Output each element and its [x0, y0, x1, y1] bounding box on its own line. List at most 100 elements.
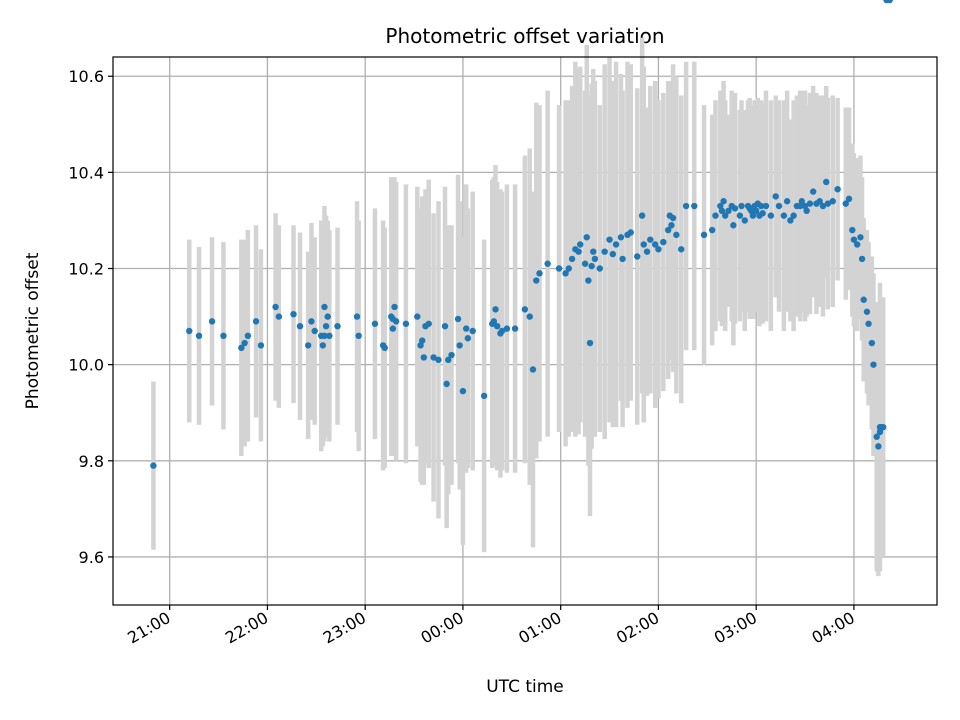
data-point — [730, 222, 737, 229]
data-point — [448, 351, 455, 359]
data-point — [850, 236, 858, 243]
y-tick-label: 10.0 — [68, 356, 104, 375]
data-point — [150, 462, 157, 469]
data-point — [638, 212, 646, 219]
data-point — [591, 255, 599, 263]
data-point — [829, 198, 836, 205]
data-point — [257, 342, 265, 349]
data-point — [757, 202, 765, 210]
data-point — [712, 212, 719, 219]
data-point — [324, 313, 331, 320]
data-point — [290, 310, 297, 318]
data-point — [857, 234, 864, 241]
data-point — [521, 306, 529, 313]
data-point — [845, 195, 853, 203]
data-point — [748, 207, 755, 215]
data-point — [462, 325, 470, 332]
data-point — [720, 198, 727, 205]
data-point — [511, 325, 519, 332]
data-point — [842, 200, 849, 207]
plot-frame — [112, 56, 938, 606]
data-point — [809, 188, 817, 195]
data-point — [824, 200, 832, 207]
data-point — [195, 332, 203, 340]
data-point — [873, 433, 880, 440]
data-point — [651, 241, 659, 248]
y-tick-label: 10.2 — [68, 260, 104, 279]
data-point — [208, 318, 216, 325]
data-point — [806, 200, 814, 207]
data-point — [353, 313, 361, 320]
data-point — [868, 339, 876, 347]
data-point — [741, 217, 748, 224]
data-point — [749, 212, 757, 219]
data-point — [612, 241, 620, 248]
data-point — [492, 306, 499, 313]
data-point — [759, 210, 766, 217]
data-point — [834, 185, 841, 193]
data-point — [863, 308, 871, 315]
x-axis-title: UTC time — [486, 677, 564, 697]
data-point — [392, 318, 400, 325]
data-point — [186, 327, 193, 335]
data-point — [691, 202, 698, 210]
data-point — [575, 248, 582, 255]
data-point — [596, 265, 603, 272]
y-tick-label: 9.6 — [79, 548, 104, 567]
data-point — [798, 198, 805, 205]
data-point — [722, 212, 729, 219]
data-point — [718, 207, 726, 215]
data-point — [402, 320, 410, 327]
data-point — [389, 325, 397, 332]
y-tick-label: 10.4 — [68, 163, 104, 182]
data-point — [790, 212, 797, 219]
data-point — [319, 342, 327, 349]
data-point — [441, 322, 449, 330]
data-point — [717, 202, 724, 210]
data-point — [420, 354, 428, 361]
data-point — [606, 236, 613, 243]
data-point — [865, 320, 872, 327]
data-point — [326, 332, 333, 340]
chart-title: Photometric offset variation — [385, 24, 664, 48]
data-point — [391, 303, 398, 311]
data-point — [562, 270, 569, 277]
data-point — [803, 207, 810, 215]
data-point — [669, 214, 677, 222]
data-point — [493, 322, 501, 330]
data-point — [544, 260, 551, 267]
data-point — [870, 361, 877, 368]
y-axis-ticks: 9.6 9.8 10.0 10.2 10.4 10.6 — [68, 67, 113, 567]
data-point — [853, 241, 861, 248]
data-point — [456, 342, 463, 349]
data-point — [849, 226, 856, 234]
data-point — [577, 241, 584, 248]
data-point — [308, 318, 315, 325]
data-point — [417, 342, 424, 349]
data-point — [772, 193, 779, 200]
data-point — [736, 212, 744, 219]
data-point — [322, 322, 330, 330]
data-point — [275, 313, 283, 320]
data-point — [454, 315, 462, 323]
y-tick-label: 9.8 — [79, 452, 104, 471]
data-point — [875, 443, 882, 450]
data-point — [617, 234, 625, 241]
data-point — [244, 332, 252, 340]
data-point — [296, 322, 304, 330]
data-point — [668, 222, 675, 229]
data-point — [643, 248, 651, 255]
data-point — [585, 277, 592, 284]
data-point — [660, 238, 667, 246]
data-point — [533, 277, 540, 284]
data-point — [355, 332, 362, 340]
data-point — [321, 303, 328, 311]
data-point — [619, 255, 626, 263]
data-point — [371, 320, 379, 327]
data-point — [640, 241, 647, 248]
data-point — [816, 198, 823, 205]
data-point — [381, 344, 388, 352]
data-point — [886, 0, 893, 4]
data-point — [819, 202, 827, 210]
